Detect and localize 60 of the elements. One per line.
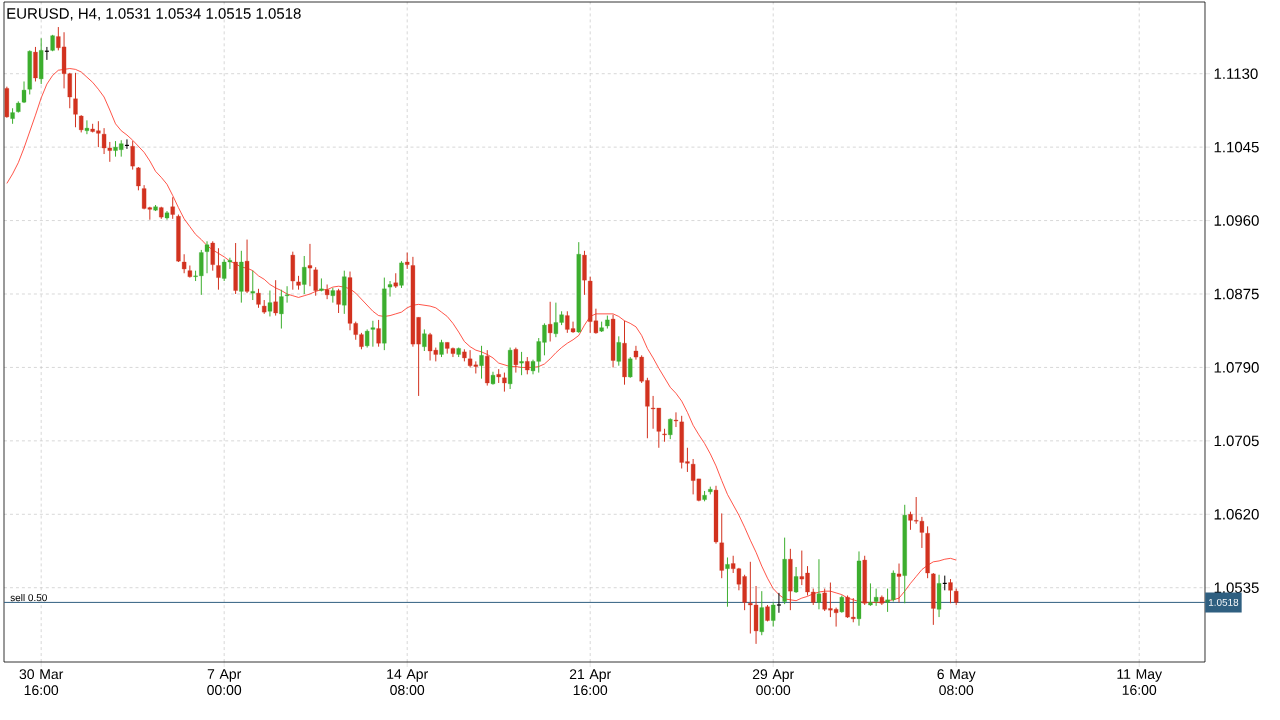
candlestick <box>210 240 215 272</box>
candlestick <box>313 266 318 297</box>
y-tick-label: 1.0875 <box>1214 288 1259 300</box>
y-tick-label: 1.0960 <box>1214 215 1259 226</box>
candlestick <box>793 566 799 594</box>
x-tick-label: 6 May 08:00 <box>937 669 976 696</box>
candlestick <box>513 347 518 374</box>
x-tick-label: 11 May 16:00 <box>1117 669 1162 695</box>
y-tick-label: 1.1130 <box>1214 68 1258 80</box>
candlestick <box>302 255 307 295</box>
y-tick-label: 1.0790 <box>1214 362 1259 373</box>
candlestick <box>776 592 782 614</box>
candlestick <box>519 351 524 376</box>
candlestick <box>725 556 730 608</box>
candlestick <box>250 270 255 301</box>
x-tick-label: 14 Apr 08:00 <box>387 669 428 695</box>
candlestick <box>365 328 370 349</box>
candlestick <box>896 563 902 603</box>
candlestick <box>616 335 621 367</box>
candlestick <box>816 558 822 610</box>
candlestick <box>267 290 273 317</box>
x-tick-label: 7 Apr 00:00 <box>207 669 242 695</box>
y-tick-label: 1.0620 <box>1214 508 1259 520</box>
y-tick-label: 1.0705 <box>1214 435 1259 447</box>
candlestick <box>668 417 673 440</box>
candlestick <box>279 289 284 330</box>
candlestick <box>628 356 633 379</box>
candlestick <box>376 319 381 348</box>
candlestick <box>130 140 135 171</box>
candlestick <box>873 588 879 607</box>
candlestick <box>204 240 210 274</box>
annotation: 1.0518 <box>1208 598 1239 606</box>
candlestick <box>256 288 261 309</box>
candlestick <box>387 280 393 298</box>
candlestick <box>324 283 330 300</box>
candlestick <box>73 72 78 128</box>
candlestick <box>336 288 341 314</box>
candlestick <box>216 247 221 291</box>
candlestick <box>84 119 90 135</box>
y-tick-label: 1.1045 <box>1214 141 1259 153</box>
x-tick-label: 21 Apr 16:00 <box>569 669 611 696</box>
y-tick-label: 1.0535 <box>1214 582 1259 594</box>
candlestick <box>136 166 141 191</box>
candlestick <box>422 328 427 352</box>
ref-line-label: sell 0.50 <box>10 593 47 602</box>
candlestick <box>868 582 873 607</box>
x-tick-label: 30 Mar 16:00 <box>19 669 64 696</box>
candlestick <box>771 601 776 628</box>
candlestick <box>548 301 553 343</box>
candlestick <box>187 264 193 279</box>
candlestick <box>170 196 175 220</box>
candlestick <box>370 320 376 348</box>
candlestick <box>399 260 404 289</box>
candlestick <box>948 578 953 604</box>
candlestick <box>479 345 484 380</box>
chart-title: EURUSD, H4, 1.0531 1.0534 1.0515 1.0518 <box>7 8 301 21</box>
candlestick <box>273 279 278 317</box>
x-tick-label: 29 Apr 00:00 <box>752 669 794 696</box>
candlestick <box>284 285 290 304</box>
candlestick <box>307 243 313 287</box>
